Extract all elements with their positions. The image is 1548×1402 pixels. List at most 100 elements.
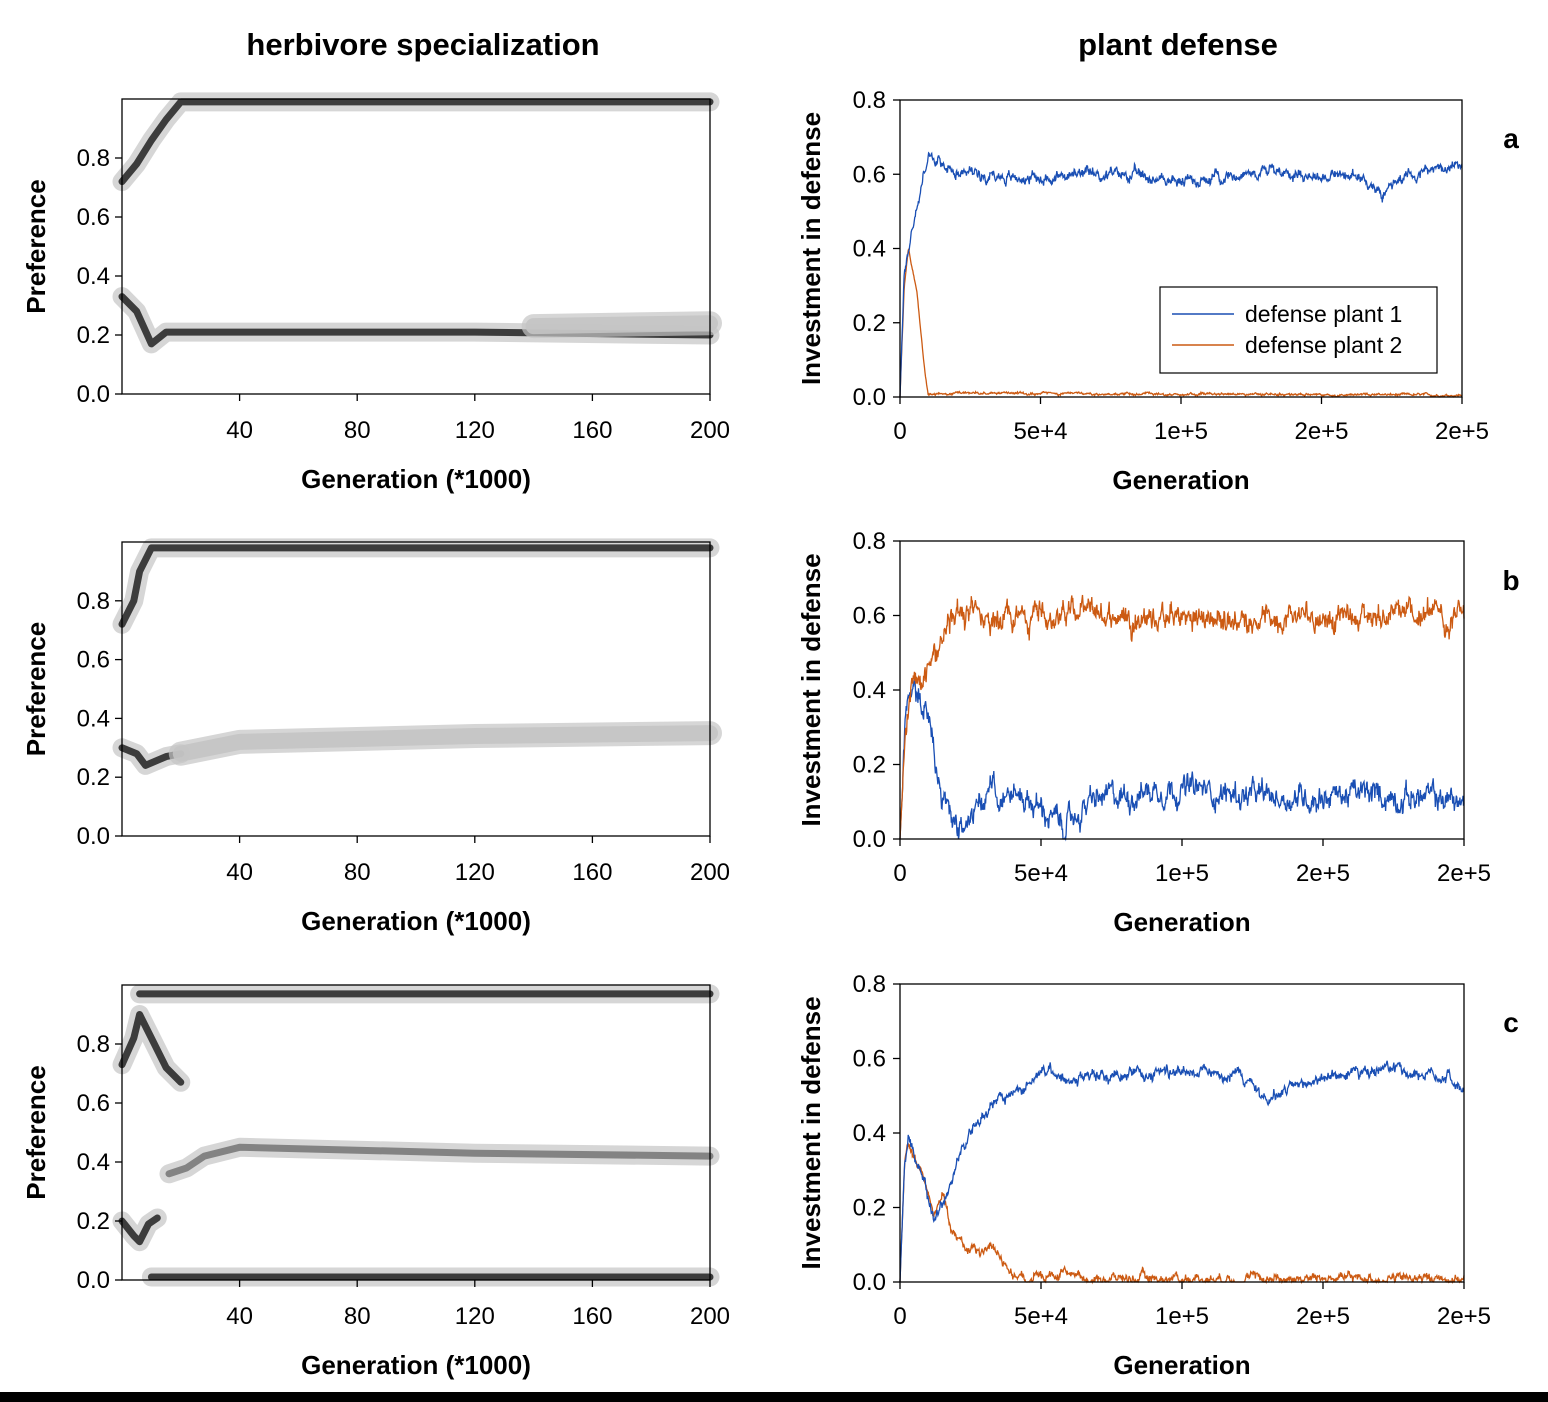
x-tick-label: 120 [455, 1303, 495, 1330]
x-tick-label: 0 [893, 418, 906, 445]
y-tick-label: 0.6 [853, 161, 886, 188]
legend-label: defense plant 2 [1245, 332, 1402, 358]
series-line-defense-plant-1 [899, 677, 1465, 842]
x-axis-title: Generation [1113, 1350, 1250, 1380]
legend: defense plant 1 defense plant 2 [1159, 286, 1438, 374]
y-tick-label: 0.0 [77, 381, 110, 408]
y-tick-label: 0.8 [853, 971, 886, 998]
panel-letter: b [1502, 565, 1519, 596]
x-tick-label: 200 [690, 1303, 730, 1330]
panel-letter: c [1503, 1007, 1519, 1038]
y-tick-label: 0.6 [77, 1090, 110, 1117]
y-tick-label: 0.8 [853, 87, 886, 114]
right-column-title: plant defense [1078, 27, 1278, 62]
y-axis-title: Investment in defense [796, 112, 826, 385]
charts-container: 0.0 0.2 0.4 0.6 0.8 40 80 120 160 200 Generation (… [21, 87, 1520, 1380]
x-tick-label: 80 [344, 417, 371, 444]
x-tick-label: 0 [893, 1303, 906, 1330]
x-axis-title: Generation [1112, 465, 1249, 495]
x-tick-label: 120 [455, 859, 495, 886]
line-panel-3: 0.0 0.2 0.4 0.6 0.8 0 5e+4 1e+5 2e+5 2e+5 Generati… [796, 971, 1519, 1380]
series-line-defense-plant-2 [899, 248, 1463, 398]
x-tick-label: 160 [572, 417, 612, 444]
heatmap-panel-2: 0.0 0.2 0.4 0.6 0.8 40 80 120 160 200 Generation (… [21, 538, 730, 936]
y-tick-label: 0.4 [77, 263, 110, 290]
y-tick-label: 0.4 [77, 1149, 110, 1176]
y-tick-label: 0.4 [853, 677, 886, 704]
y-tick-label: 0.4 [77, 705, 110, 732]
line-panel-1: 0.0 0.2 0.4 0.6 0.8 0 5e+4 1e+5 2e+5 2e+5 Generati… [796, 87, 1519, 495]
density-band [172, 725, 718, 762]
density-band [118, 98, 714, 186]
y-tick-label: 0.8 [77, 588, 110, 615]
x-tick-label: 5e+4 [1014, 1303, 1068, 1330]
y-tick-label: 0.2 [853, 752, 886, 779]
bottom-rule [0, 1392, 1548, 1402]
x-tick-label: 2e+5 [1435, 418, 1489, 445]
series-line-defense-plant-1 [899, 1060, 1465, 1283]
x-axis-title: Generation (*1000) [301, 464, 531, 494]
plot-frame [121, 98, 711, 395]
y-axis-title: Preference [21, 622, 51, 756]
density-band [165, 1143, 714, 1178]
x-tick-label: 120 [455, 417, 495, 444]
y-tick-label: 0.0 [77, 1267, 110, 1294]
series-line-defense-plant-1 [899, 151, 1463, 398]
x-tick-label: 200 [690, 417, 730, 444]
panel-letter: a [1503, 123, 1519, 154]
x-tick-label: 40 [226, 417, 253, 444]
line-panel-2: 0.0 0.2 0.4 0.6 0.8 0 5e+4 1e+5 2e+5 2e+5 Generati… [796, 528, 1520, 937]
x-tick-label: 200 [690, 859, 730, 886]
legend-label: defense plant 1 [1245, 301, 1402, 327]
y-tick-label: 0.2 [77, 764, 110, 791]
y-tick-label: 0.4 [853, 236, 886, 263]
x-tick-label: 1e+5 [1155, 1303, 1209, 1330]
x-axis-title: Generation [1113, 907, 1250, 937]
density-band [118, 1011, 185, 1086]
y-tick-label: 0.2 [77, 1208, 110, 1235]
x-tick-label: 2e+5 [1294, 418, 1348, 445]
x-tick-label: 80 [344, 1303, 371, 1330]
x-tick-label: 5e+4 [1014, 860, 1068, 887]
heatmap-panel-3: 0.0 0.2 0.4 0.6 0.8 40 80 120 160 200 Generation (… [21, 984, 730, 1380]
y-tick-label: 0.0 [853, 826, 886, 853]
y-tick-label: 0.0 [853, 1269, 886, 1296]
density-band-halo [112, 538, 720, 634]
y-tick-label: 0.2 [853, 1195, 886, 1222]
left-column-title: herbivore specialization [246, 27, 599, 62]
x-tick-label: 0 [893, 860, 906, 887]
y-tick-label: 0.2 [853, 310, 886, 337]
x-axis-title: Generation (*1000) [301, 906, 531, 936]
heatmap-panel-1: 0.0 0.2 0.4 0.6 0.8 40 80 120 160 200 Generation (… [21, 92, 730, 494]
density-band [118, 1214, 161, 1246]
y-tick-label: 0.4 [853, 1120, 886, 1147]
series-line-defense-plant-2 [899, 594, 1465, 840]
y-tick-label: 0.6 [853, 603, 886, 630]
density-band-halo [112, 92, 720, 192]
y-tick-label: 0.8 [853, 528, 886, 555]
plot-frame [899, 983, 1465, 1283]
x-tick-label: 40 [226, 859, 253, 886]
y-axis-title: Investment in defense [796, 996, 826, 1269]
x-tick-label: 1e+5 [1154, 418, 1208, 445]
y-tick-label: 0.8 [77, 1031, 110, 1058]
legend-box [1159, 286, 1438, 374]
y-tick-label: 0.0 [853, 384, 886, 411]
x-axis-title: Generation (*1000) [301, 1350, 531, 1380]
density-band [118, 293, 714, 348]
y-tick-label: 0.2 [77, 322, 110, 349]
y-tick-label: 0.8 [77, 145, 110, 172]
plot-frame [121, 984, 711, 1281]
x-tick-label: 80 [344, 859, 371, 886]
x-tick-label: 160 [572, 1303, 612, 1330]
x-tick-label: 2e+5 [1296, 860, 1350, 887]
x-tick-label: 5e+4 [1013, 418, 1067, 445]
plot-frame [121, 541, 711, 837]
y-tick-label: 0.6 [853, 1046, 886, 1073]
y-axis-title: Preference [21, 179, 51, 313]
y-axis-title: Investment in defense [796, 553, 826, 826]
x-tick-label: 40 [226, 1303, 253, 1330]
y-axis-title: Preference [21, 1065, 51, 1199]
density-band [525, 315, 718, 335]
